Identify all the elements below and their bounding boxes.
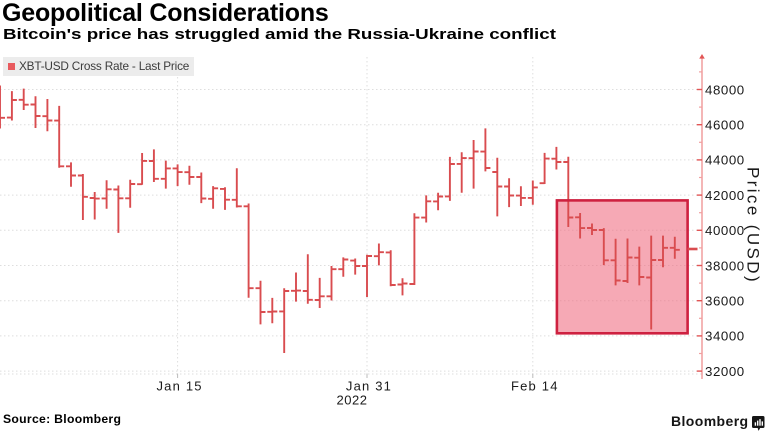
svg-text:2022: 2022 <box>337 393 368 408</box>
svg-text:Feb 14: Feb 14 <box>511 379 559 394</box>
svg-text:32000: 32000 <box>705 364 745 379</box>
svg-text:46000: 46000 <box>705 118 745 133</box>
svg-text:38000: 38000 <box>705 258 745 273</box>
svg-text:Price (USD): Price (USD) <box>744 167 763 284</box>
svg-text:Jan 31: Jan 31 <box>346 379 392 394</box>
svg-text:48000: 48000 <box>705 82 745 97</box>
svg-text:44000: 44000 <box>705 153 745 168</box>
svg-text:Jan 15: Jan 15 <box>156 379 202 394</box>
svg-text:42000: 42000 <box>705 188 745 203</box>
svg-text:40000: 40000 <box>705 223 745 238</box>
svg-text:36000: 36000 <box>705 294 745 309</box>
svg-text:34000: 34000 <box>705 329 745 344</box>
